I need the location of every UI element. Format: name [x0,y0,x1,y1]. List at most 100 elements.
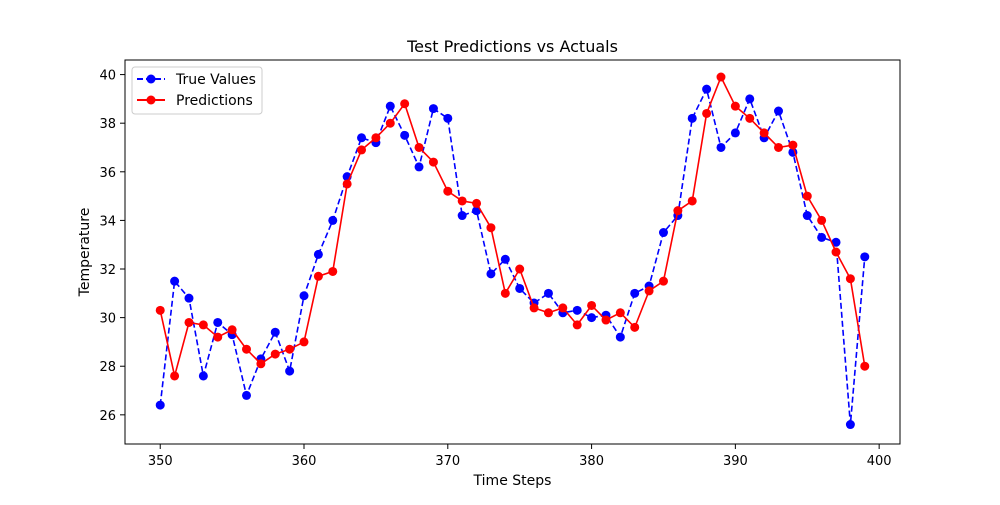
plot-area [155,72,870,430]
data-point-true-values [155,400,165,410]
data-point-predictions [615,308,625,318]
data-point-true-values [515,283,525,293]
data-point-true-values [414,162,424,172]
data-point-true-values [486,269,496,279]
data-point-predictions [400,99,410,109]
data-point-predictions [385,118,395,128]
axes-frame [124,59,901,445]
data-point-predictions [658,276,668,286]
data-point-predictions [414,142,424,152]
data-point-true-values [500,254,510,264]
y-tick-label: 26 [99,409,116,424]
data-point-predictions [213,332,223,342]
data-point-true-values [572,305,582,315]
x-tick-label: 360 [292,454,317,469]
data-point-true-values [241,390,251,400]
data-point-true-values [313,249,323,259]
y-axis-label: Temperature [77,208,93,298]
data-point-predictions [630,322,640,332]
data-point-true-values [702,84,712,94]
data-point-predictions [529,303,539,313]
data-point-predictions [500,288,510,298]
data-point-true-values [170,276,180,286]
data-point-true-values [357,133,367,143]
data-point-true-values [658,228,668,238]
data-point-predictions [702,108,712,118]
data-point-predictions [428,157,438,167]
legend-label-predictions: Predictions [176,93,253,109]
data-point-true-values [817,232,827,242]
data-point-true-values [845,420,855,430]
legend: True Values Predictions [131,66,263,115]
y-tick-label: 34 [99,214,116,229]
data-point-true-values [831,237,841,247]
y-tick-label: 32 [99,263,116,278]
data-point-predictions [241,344,251,354]
data-point-true-values [328,215,338,225]
data-point-true-values [385,101,395,111]
data-point-true-values [270,327,280,337]
data-point-predictions [802,191,812,201]
x-tick-label: 350 [148,454,173,469]
x-tick-label: 370 [435,454,460,469]
data-point-predictions [587,300,597,310]
data-point-true-values [198,371,208,381]
data-point-true-values [428,104,438,114]
data-point-predictions [687,196,697,206]
data-point-predictions [472,198,482,208]
data-point-predictions [342,179,352,189]
data-point-true-values [615,332,625,342]
chart-title: Test Predictions vs Actuals [406,37,618,56]
data-point-predictions [572,320,582,330]
data-point-true-values [587,313,597,323]
data-point-predictions [170,371,180,381]
x-axis-label: Time Steps [473,473,552,489]
data-point-predictions [817,215,827,225]
data-point-predictions [256,359,266,369]
data-point-true-values [802,211,812,221]
data-point-predictions [601,315,611,325]
data-point-predictions [716,72,726,82]
data-point-true-values [745,94,755,104]
y-tick-label: 38 [99,117,116,132]
data-point-predictions [543,308,553,318]
data-point-predictions [357,145,367,155]
x-axis: 350 360 370 380 390 400 [148,444,892,469]
data-point-predictions [457,196,467,206]
data-point-predictions [745,113,755,123]
data-point-predictions [759,128,769,138]
data-point-predictions [515,264,525,274]
data-point-true-values [543,288,553,298]
legend-marker-predictions [146,95,156,105]
legend-marker-true-values [146,74,156,84]
data-point-predictions [845,274,855,284]
y-tick-label: 40 [99,69,116,84]
data-point-true-values [213,317,223,327]
data-point-predictions [227,325,237,335]
data-point-true-values [774,106,784,116]
data-point-predictions [831,247,841,257]
data-point-true-values [630,288,640,298]
y-tick-label: 28 [99,360,116,375]
y-axis: 26 28 30 32 34 36 38 40 [99,69,125,424]
data-point-predictions [299,337,309,347]
y-tick-label: 30 [99,312,116,327]
data-point-predictions [285,344,295,354]
data-point-predictions [730,101,740,111]
data-point-predictions [443,186,453,196]
data-point-predictions [328,266,338,276]
data-point-predictions [270,349,280,359]
legend-label-true-values: True Values [175,72,256,88]
data-point-predictions [860,361,870,371]
data-point-predictions [486,223,496,233]
data-point-predictions [644,286,654,296]
data-point-predictions [558,303,568,313]
data-point-predictions [774,142,784,152]
x-tick-label: 390 [723,454,748,469]
x-tick-label: 380 [579,454,604,469]
data-point-predictions [313,271,323,281]
data-point-true-values [443,113,453,123]
data-point-predictions [184,317,194,327]
